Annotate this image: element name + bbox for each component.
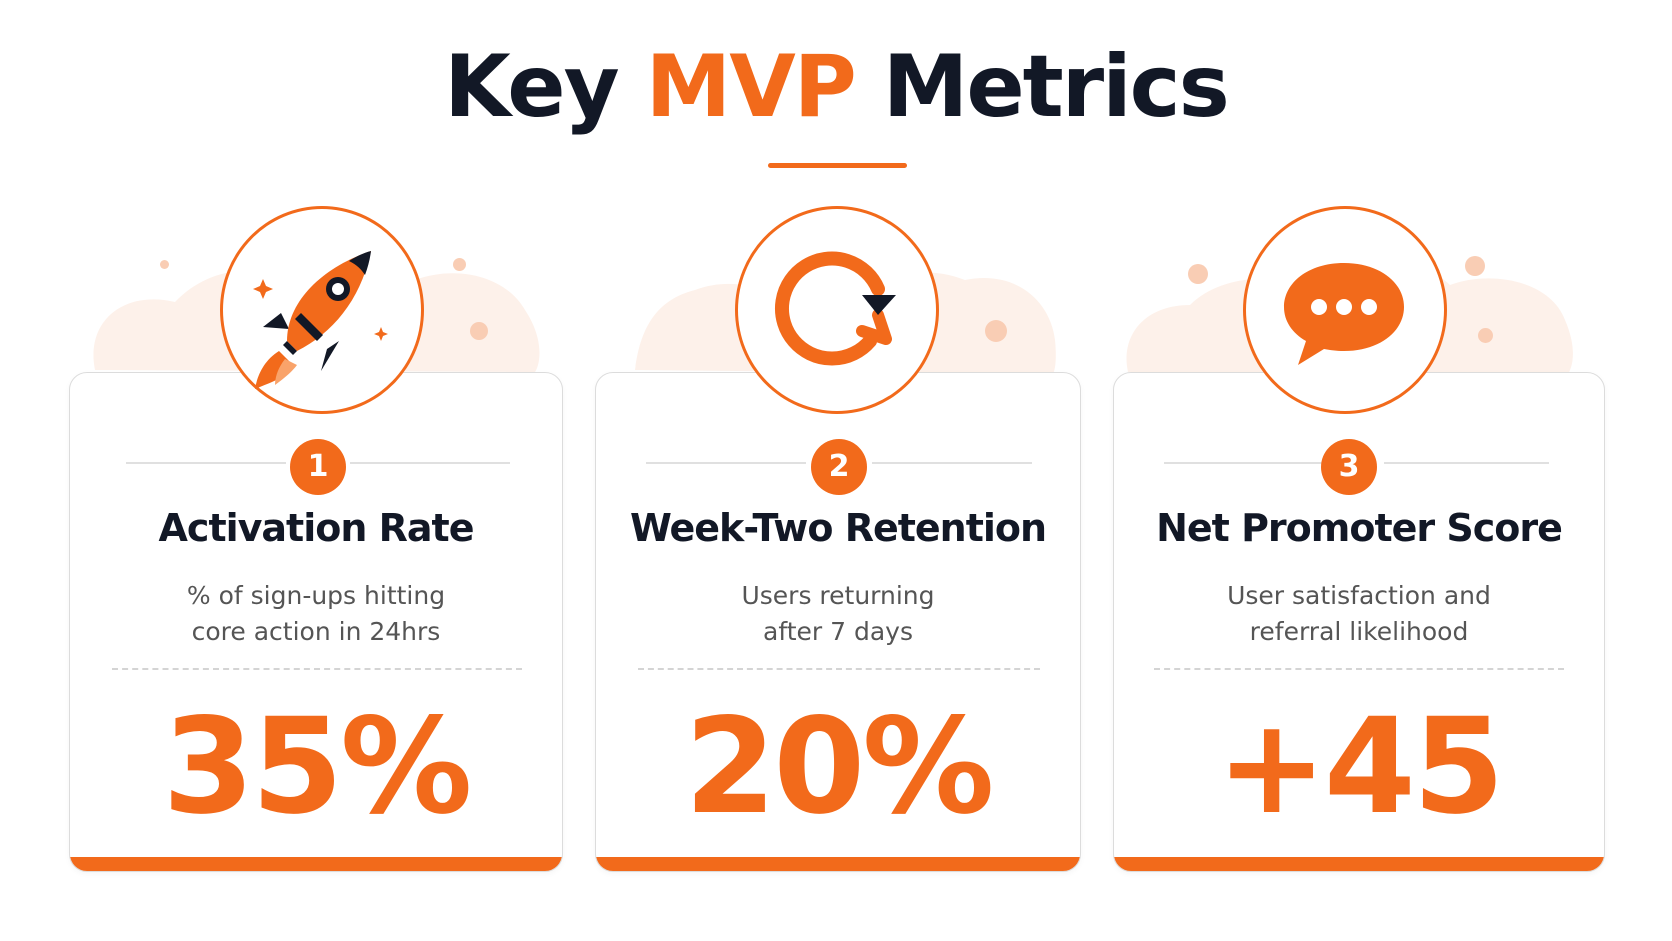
refresh-icon — [775, 251, 896, 366]
divider-line — [350, 462, 510, 464]
decorative-dot — [985, 320, 1007, 342]
divider-line — [646, 462, 806, 464]
number-badge: 2 — [811, 439, 867, 495]
divider-line — [1384, 462, 1549, 464]
divider-line — [1164, 462, 1327, 464]
metric-title: Week-Two Retention — [629, 506, 1047, 550]
metric-value: +45 — [1216, 690, 1504, 844]
metric-card-week-two-retention: 2 Week-Two Retention Users returning aft… — [595, 372, 1081, 872]
chat-bubble-icon — [1284, 263, 1404, 365]
description-line: Users returning — [741, 581, 935, 610]
title-underline — [768, 163, 907, 168]
decorative-dot — [1465, 256, 1485, 276]
dashed-divider — [112, 668, 522, 670]
metric-value: 20% — [684, 690, 995, 844]
card-accent-bar — [70, 857, 562, 871]
icon-circle-3 — [1243, 206, 1447, 414]
metric-title: Net Promoter Score — [1156, 506, 1563, 550]
decorative-dot — [470, 322, 488, 340]
description-line: referral likelihood — [1249, 617, 1469, 646]
decorative-dot — [453, 258, 466, 271]
title-prefix: Key — [444, 37, 620, 137]
dashed-divider — [1154, 668, 1564, 670]
description-line: core action in 24hrs — [191, 617, 441, 646]
metric-description: % of sign-ups hitting core action in 24h… — [70, 578, 562, 650]
metric-description: User satisfaction and referral likelihoo… — [1114, 578, 1604, 650]
metric-description: Users returning after 7 days — [596, 578, 1080, 650]
number-badge: 3 — [1321, 439, 1377, 495]
divider-line — [126, 462, 286, 464]
title-suffix: Metrics — [882, 37, 1230, 137]
metric-value: 35% — [162, 690, 473, 844]
decorative-dot — [1478, 328, 1493, 343]
divider-line — [872, 462, 1032, 464]
card-accent-bar — [596, 857, 1080, 871]
decorative-dot — [160, 260, 169, 269]
number-badge: 1 — [290, 439, 346, 495]
dashed-divider — [638, 668, 1040, 670]
title-accent: MVP — [645, 37, 857, 137]
rocket-icon — [253, 251, 388, 389]
icon-circle-1 — [220, 206, 424, 414]
page-title: Key MVP Metrics — [0, 40, 1672, 135]
description-line: after 7 days — [763, 617, 913, 646]
icon-circle-2 — [735, 206, 939, 414]
decorative-dot — [1188, 264, 1208, 284]
description-line: User satisfaction and — [1227, 581, 1491, 610]
metric-card-activation-rate: 1 Activation Rate % of sign-ups hitting … — [69, 372, 563, 872]
metric-title: Activation Rate — [158, 506, 475, 550]
metric-card-net-promoter-score: 3 Net Promoter Score User satisfaction a… — [1113, 372, 1605, 872]
card-accent-bar — [1114, 857, 1604, 871]
description-line: % of sign-ups hitting — [186, 581, 446, 610]
